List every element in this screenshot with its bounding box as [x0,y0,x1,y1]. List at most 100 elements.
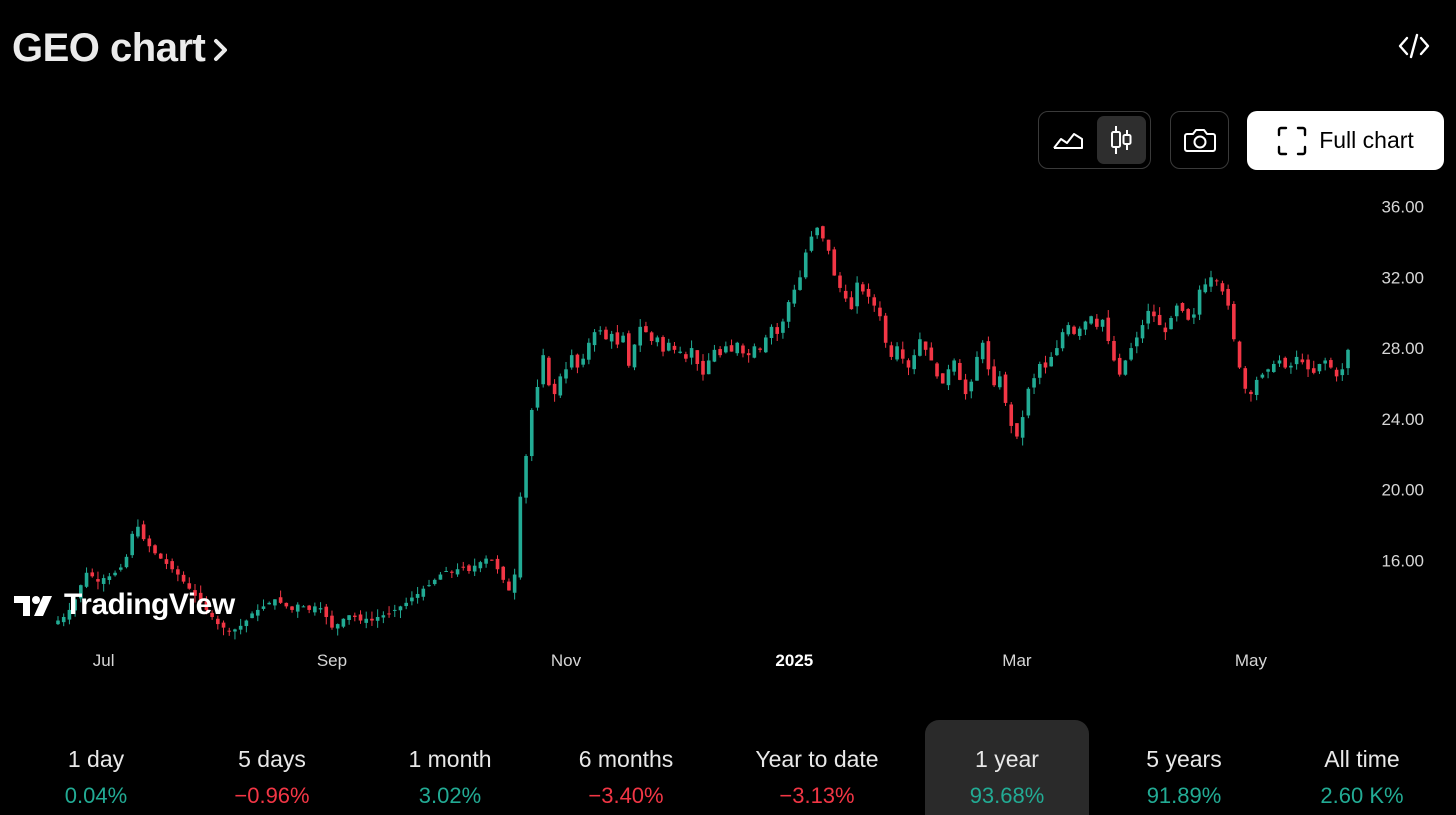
candle-body [398,606,403,611]
range-change: 93.68% [969,783,1045,808]
candle-body [843,290,848,299]
candle-body [855,282,859,307]
candle-body [267,602,271,605]
candle-body [1037,364,1042,378]
candlestick-chart[interactable]: 36.00 32.00 28.00 24.00 20.00 16.00 Jul Sep Nov 2… [0,180,1456,690]
range-change: 0.04% [64,783,128,808]
range-all-time[interactable]: All time 2.60 K% [1274,720,1450,815]
candle-body [741,345,745,354]
candle-body [529,410,534,457]
range-label: All time [1324,746,1400,772]
candle-body [358,614,363,621]
candle-body [678,351,682,353]
candle-body [929,347,934,361]
candle-body [649,332,654,341]
candle-body [518,496,523,578]
candle-body [1066,325,1071,335]
range-5-years[interactable]: 5 years 91.89% [1096,720,1272,815]
candle-body [221,622,226,628]
candle-body [210,612,214,617]
candle-body [1169,318,1173,330]
candle-body [1323,360,1327,364]
candle-body [672,345,677,350]
screenshot-button[interactable] [1170,111,1229,169]
range-1-month[interactable]: 1 month 3.02% [362,720,538,815]
fullscreen-icon [1278,126,1307,155]
candle-body [626,333,631,366]
candle-body [198,592,203,603]
candle-body [792,289,797,304]
candle-body [432,579,437,585]
candle-body [923,341,928,350]
candle-body [1317,364,1322,372]
range-change: −3.13% [779,783,855,808]
candle-body [1146,310,1151,324]
candle-body [1049,356,1053,367]
candle-body [763,337,768,353]
area-chart-button[interactable] [1043,116,1093,164]
candle-body [507,581,511,591]
candle-body [79,585,83,599]
candle-body [438,574,443,580]
candle-body [421,588,426,597]
candle-body [90,572,95,577]
candle-body [467,565,471,571]
candle-body [427,585,431,587]
candle-body [176,569,180,575]
candle-body [1003,374,1008,403]
candle-body [153,545,157,554]
candle-body [758,348,762,350]
candle-body [689,348,694,358]
candle-body [364,618,369,623]
range-1-year[interactable]: 1 year 93.68% [925,720,1089,815]
x-tick-label: Jul [93,651,115,670]
candle-body [1209,277,1213,287]
candle-body [324,606,329,617]
y-tick-label: 24.00 [1381,410,1424,429]
tradingview-logo[interactable]: TradingView [12,588,235,622]
candle-body [592,332,597,346]
candle-body [729,345,734,352]
page-title[interactable]: GEO chart [12,26,233,71]
candle-body [1232,303,1236,340]
range-6-months[interactable]: 6 months −3.40% [538,720,714,815]
candle-body [883,315,888,343]
full-chart-button[interactable]: Full chart [1247,111,1444,170]
range-1-day[interactable]: 1 day 0.04% [8,720,184,815]
range-5-days[interactable]: 5 days −0.96% [184,720,360,815]
embed-code-button[interactable] [1394,30,1434,62]
candle-body [952,360,956,372]
candle-body [478,562,483,569]
candle-body [56,620,60,625]
candle-body [1020,417,1025,438]
candle-body [158,553,163,559]
candle-body [564,369,568,379]
candle-body [558,376,563,396]
chevron-right-icon [214,38,228,61]
candle-body [461,566,466,568]
candle-body [61,617,66,623]
candle-body [569,355,574,368]
candlestick-chart-button[interactable] [1096,116,1146,164]
full-chart-label: Full chart [1319,127,1414,153]
candle-body [107,576,112,581]
candle-body [1089,316,1093,324]
candle-body [838,275,842,288]
candle-body [375,617,380,621]
candle-body [644,326,648,333]
candle-body [261,606,266,609]
range-year-to-date[interactable]: Year to date −3.13% [717,720,917,815]
candle-body [1220,283,1225,292]
candle-body [1174,305,1179,317]
candle-body [387,613,391,615]
candle-body [1140,325,1145,339]
range-label: 5 years [1146,746,1222,772]
range-change: 91.89% [1146,783,1222,808]
candle-body [238,625,243,630]
x-tick-label: Mar [1002,651,1032,670]
range-label: 1 month [408,746,492,772]
x-tick-label: Sep [317,651,347,670]
candle-body [307,605,311,610]
candle-body [661,337,665,352]
area-chart-icon [1052,133,1083,149]
